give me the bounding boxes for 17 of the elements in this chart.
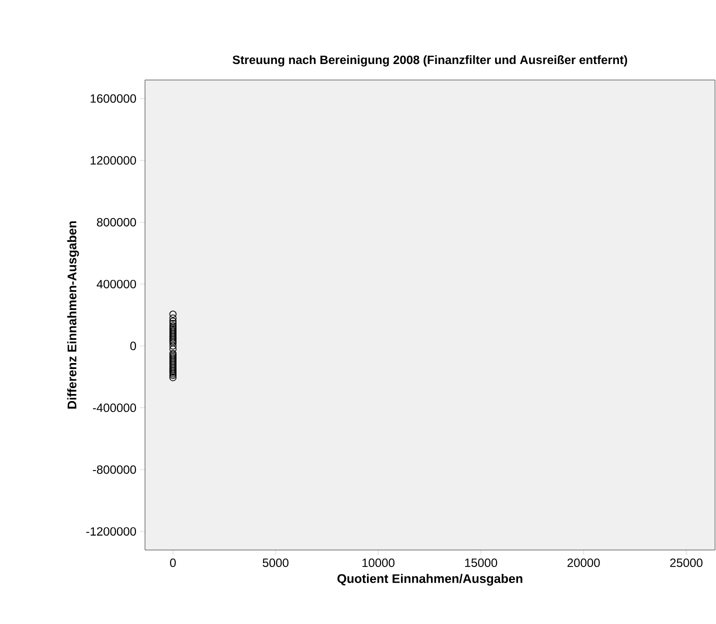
x-tick-label: 15000: [465, 558, 498, 568]
chart-title: Streuung nach Bereinigung 2008 (Finanzfilter und Ausreißer entfernt): [232, 55, 628, 66]
y-tick-label: 1200000: [90, 156, 136, 165]
y-tick-label: 800000: [96, 218, 136, 226]
y-tick-label: 0: [130, 342, 136, 350]
x-tick-label: 10000: [362, 558, 394, 568]
y-tick-label: -400000: [92, 404, 136, 412]
y-tick-label: -1200000: [86, 527, 136, 536]
x-tick-label: 20000: [568, 558, 600, 568]
x-tick-label: 0: [170, 558, 176, 568]
x-axis-title: Quotient Einnahmen/Ausgaben: [337, 574, 522, 586]
y-tick-label: 1600000: [90, 94, 136, 103]
x-tick-label: 25000: [670, 558, 702, 568]
x-tick-label: 5000: [262, 558, 288, 568]
y-axis-title: Differenz Einnahmen-Ausgaben: [67, 221, 79, 409]
y-tick-label: 400000: [96, 280, 136, 288]
y-tick-label: -800000: [92, 465, 136, 474]
